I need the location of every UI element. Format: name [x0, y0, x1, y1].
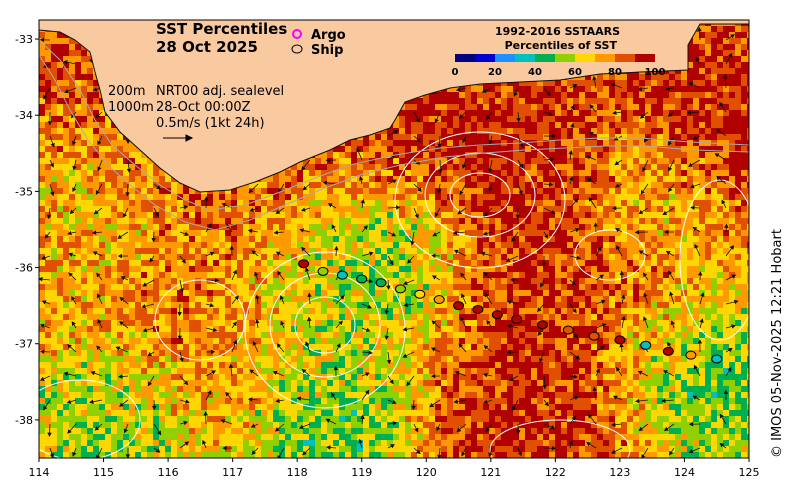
- ship-observation: [614, 335, 626, 345]
- colorbar-tick-label: 0: [452, 67, 459, 78]
- map-date: 28 Oct 2025: [156, 38, 258, 56]
- map-title: SST Percentiles: [156, 20, 287, 38]
- x-tick-label: 121: [480, 466, 501, 479]
- y-tick-label: -33: [15, 33, 33, 46]
- y-tick-label: -37: [15, 338, 33, 351]
- colorbar-tick-label: 100: [645, 67, 666, 78]
- ship-observation: [640, 340, 652, 350]
- colorbar-tick-label: 40: [528, 67, 542, 78]
- ship-observation: [491, 310, 503, 320]
- colorbar-swatch: [515, 54, 535, 62]
- land-area: [39, 20, 749, 193]
- colorbar-tick-label: 80: [608, 67, 622, 78]
- colorbar-labels: 0 20 40 60 80 100: [452, 67, 666, 78]
- x-tick-label: 123: [609, 466, 630, 479]
- ship-observation: [511, 314, 523, 324]
- ship-observation: [662, 346, 674, 356]
- ship-observation: [685, 350, 697, 360]
- x-tick-label: 114: [29, 466, 50, 479]
- colorbar-swatch: [595, 54, 615, 62]
- x-tick-label: 118: [287, 466, 308, 479]
- colorbar-swatch: [615, 54, 635, 62]
- colorbar-swatch: [635, 54, 655, 62]
- colorbar: [455, 54, 655, 62]
- depth-200m-label: 200m: [108, 84, 145, 99]
- colorbar-swatch: [475, 54, 495, 62]
- ship-observation: [356, 274, 368, 284]
- colorbar-title-1: 1992-2016 SSTAARS: [495, 25, 620, 38]
- plot-frame: [38, 19, 750, 459]
- vector-scale-label: 0.5m/s (1kt 24h): [156, 116, 265, 131]
- colorbar-swatch: [535, 54, 555, 62]
- isobath-200m: [39, 39, 749, 211]
- x-tick-label: 124: [674, 466, 695, 479]
- ship-observation: [317, 266, 329, 276]
- colorbar-tick-label: 60: [568, 67, 582, 78]
- ship-legend-label: Ship: [311, 43, 343, 58]
- ship-observation: [711, 354, 723, 364]
- ship-observation: [336, 270, 348, 280]
- argo-legend-marker: [292, 29, 302, 39]
- ship-legend-marker: [291, 44, 303, 54]
- ship-observation: [394, 284, 406, 294]
- ship-observation: [472, 304, 484, 314]
- isobath-1000m: [39, 54, 749, 231]
- ship-observation: [588, 331, 600, 341]
- ship-track: [298, 259, 723, 364]
- sealevel-label: NRT00 adj. sealevel: [156, 84, 284, 99]
- time-label: 28-Oct 00:00Z: [156, 100, 251, 115]
- ship-observation: [298, 259, 310, 269]
- y-axis: -33 -34 -35 -36 -37 -38: [15, 33, 39, 427]
- colorbar-swatch: [495, 54, 515, 62]
- ship-observation: [375, 278, 387, 288]
- y-tick-label: -35: [15, 185, 33, 198]
- colorbar-swatch: [455, 54, 475, 62]
- vector-scale-arrow: [163, 134, 194, 142]
- x-tick-label: 119: [351, 466, 372, 479]
- colorbar-swatch: [575, 54, 595, 62]
- ship-observation: [453, 301, 465, 311]
- colorbar-title-2: Percentiles of SST: [505, 39, 618, 52]
- ship-observation: [414, 289, 426, 299]
- colorbar-swatch: [555, 54, 575, 62]
- x-tick-label: 122: [545, 466, 566, 479]
- x-axis: 114 115 116 117 118 119 120 121 122 123 124 125: [29, 458, 760, 479]
- y-tick-label: -34: [15, 109, 33, 122]
- depth-1000m-label: 1000m: [108, 100, 154, 115]
- colorbar-tick-label: 20: [488, 67, 502, 78]
- y-tick-label: -36: [15, 262, 33, 275]
- y-tick-label: -38: [15, 414, 33, 427]
- credit-label: © IMOS 05-Nov-2025 12:21 Hobart: [770, 229, 785, 458]
- x-tick-label: 125: [739, 466, 760, 479]
- ship-observation: [536, 320, 548, 330]
- argo-legend-label: Argo: [311, 28, 346, 43]
- x-tick-label: 120: [416, 466, 437, 479]
- x-tick-label: 117: [222, 466, 243, 479]
- x-tick-label: 115: [93, 466, 114, 479]
- ship-observation: [433, 295, 445, 305]
- x-tick-label: 116: [158, 466, 179, 479]
- ship-observation: [562, 325, 574, 335]
